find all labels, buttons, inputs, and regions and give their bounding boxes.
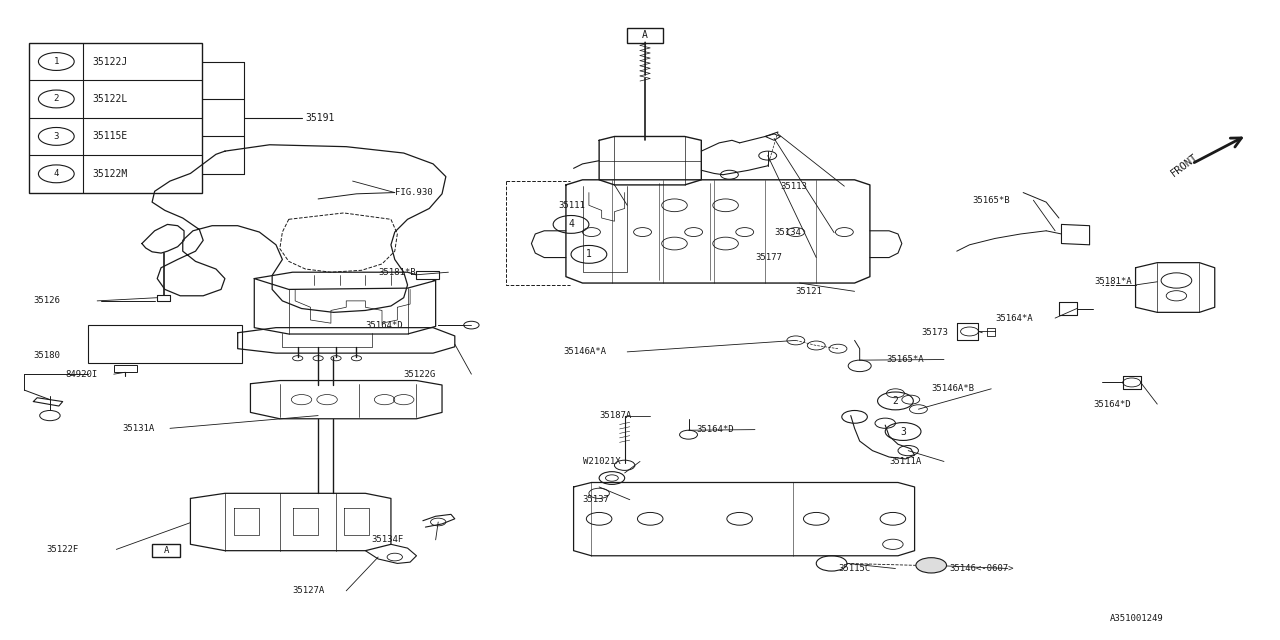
Text: 35122M: 35122M xyxy=(92,169,127,179)
Bar xyxy=(152,544,180,557)
Text: A351001249: A351001249 xyxy=(1110,614,1164,623)
Text: 3: 3 xyxy=(54,132,59,141)
Text: 35134: 35134 xyxy=(774,228,801,237)
Text: 3: 3 xyxy=(900,426,906,436)
Text: W21021X: W21021X xyxy=(582,457,620,466)
Text: 2: 2 xyxy=(54,95,59,104)
Text: FIG.930: FIG.930 xyxy=(394,188,433,197)
Text: 35187A: 35187A xyxy=(599,411,631,420)
Bar xyxy=(416,271,439,278)
Text: 35181*A: 35181*A xyxy=(1094,277,1133,286)
Text: 35115E: 35115E xyxy=(92,131,127,141)
Bar xyxy=(114,365,137,372)
Text: 35191: 35191 xyxy=(306,113,335,123)
Text: 35122G: 35122G xyxy=(403,370,436,379)
Text: 35165*B: 35165*B xyxy=(972,196,1010,205)
Text: 35164*A: 35164*A xyxy=(995,314,1033,323)
Text: 1: 1 xyxy=(586,250,591,259)
Bar xyxy=(88,325,242,364)
Text: 35122J: 35122J xyxy=(92,56,127,67)
Text: 35115C: 35115C xyxy=(838,564,870,573)
Text: 35173: 35173 xyxy=(922,328,948,337)
Bar xyxy=(627,28,663,43)
Text: 35137: 35137 xyxy=(582,495,609,504)
Text: 35146A*B: 35146A*B xyxy=(932,384,974,394)
Text: FRONT: FRONT xyxy=(1169,152,1199,179)
Text: 35131A: 35131A xyxy=(123,424,155,433)
Text: A: A xyxy=(164,546,169,555)
Text: 35126: 35126 xyxy=(33,296,60,305)
Text: 35177: 35177 xyxy=(755,253,782,262)
Text: 35122L: 35122L xyxy=(92,94,127,104)
Bar xyxy=(29,43,202,193)
Text: 84920I: 84920I xyxy=(65,370,97,379)
Text: 35165*A: 35165*A xyxy=(887,355,924,364)
Text: 35122F: 35122F xyxy=(46,545,78,554)
Text: 35127A: 35127A xyxy=(293,586,325,595)
Text: A: A xyxy=(643,30,648,40)
Text: 4: 4 xyxy=(54,170,59,179)
Text: 35146A*A: 35146A*A xyxy=(563,348,607,356)
Text: 35146<-0607>: 35146<-0607> xyxy=(948,564,1014,573)
Circle shape xyxy=(916,557,946,573)
Text: 35164*D: 35164*D xyxy=(696,425,733,434)
Text: 35111: 35111 xyxy=(558,201,585,210)
Text: 35164*D: 35164*D xyxy=(1093,399,1132,408)
Text: 35121: 35121 xyxy=(796,287,823,296)
Text: 35164*D: 35164*D xyxy=(365,321,403,330)
Text: 1: 1 xyxy=(54,57,59,66)
Text: 35113: 35113 xyxy=(781,182,808,191)
Text: 2: 2 xyxy=(892,396,899,406)
Text: 35111A: 35111A xyxy=(890,457,922,466)
Text: 35181*B: 35181*B xyxy=(378,268,416,276)
Text: 35180: 35180 xyxy=(33,351,60,360)
Text: 35134F: 35134F xyxy=(371,535,404,545)
Text: 4: 4 xyxy=(568,220,573,229)
